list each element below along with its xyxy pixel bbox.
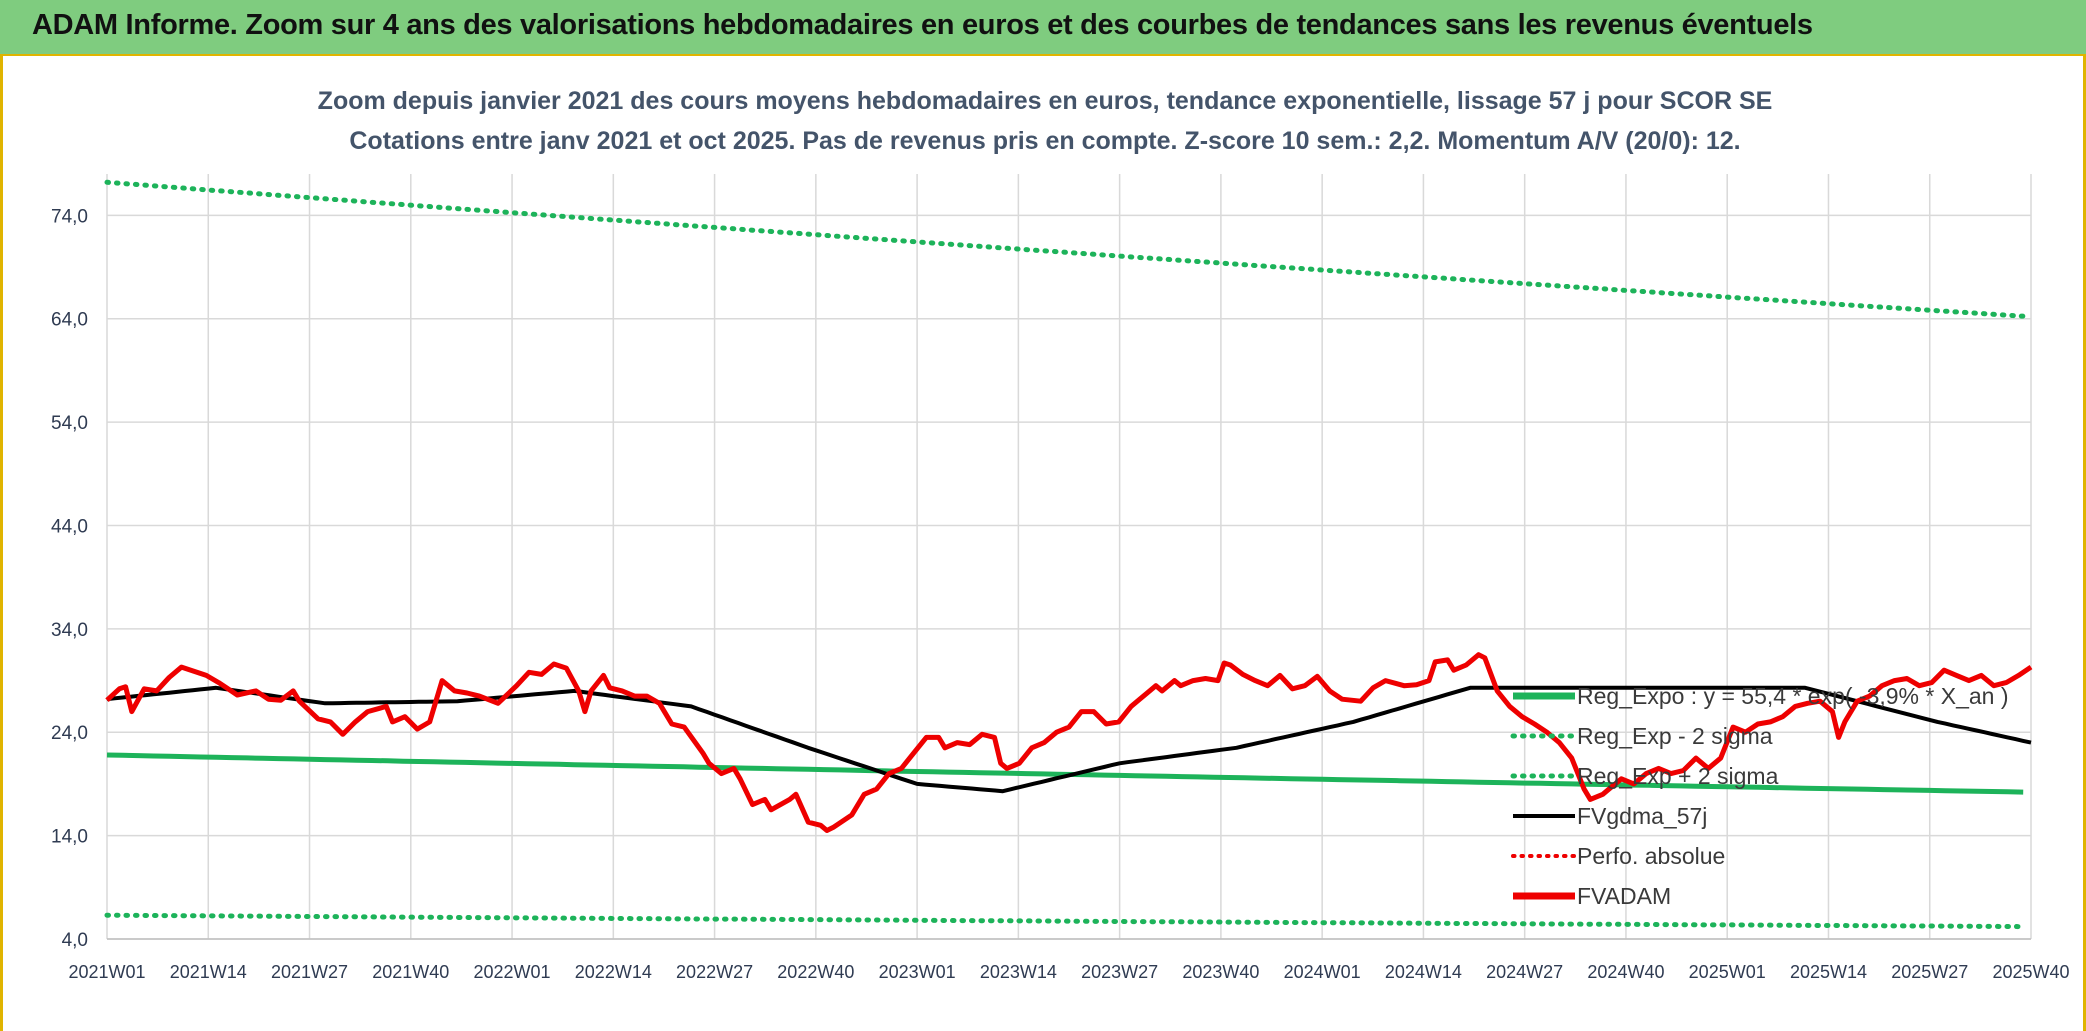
legend-label: Reg_Exp - 2 sigma <box>1577 723 1773 749</box>
y-tick-label: 54,0 <box>51 413 88 434</box>
x-tick-label: 2025W27 <box>1891 962 1968 982</box>
x-tick-label: 2021W27 <box>271 962 348 982</box>
page-title: ADAM Informe. Zoom sur 4 ans des valoris… <box>32 9 1813 41</box>
y-tick-label: 24,0 <box>51 723 88 744</box>
x-tick-label: 2024W40 <box>1587 962 1664 982</box>
y-tick-label: 64,0 <box>51 310 88 331</box>
x-tick-label: 2023W27 <box>1081 962 1158 982</box>
y-tick-label: 34,0 <box>51 620 88 641</box>
x-tick-label: 2022W14 <box>575 962 652 982</box>
y-tick-label: 74,0 <box>51 206 88 227</box>
x-tick-label: 2024W01 <box>1284 962 1361 982</box>
legend-label: FVADAM <box>1577 883 1671 909</box>
x-tick-label: 2022W27 <box>676 962 753 982</box>
legend-label: Perfo. absolue <box>1577 843 1725 869</box>
y-tick-label: 14,0 <box>51 827 88 848</box>
x-tick-label: 2023W14 <box>980 962 1057 982</box>
x-tick-label: 2024W14 <box>1385 962 1462 982</box>
legend-label: FVgdma_57j <box>1577 803 1707 829</box>
x-tick-label: 2025W01 <box>1689 962 1766 982</box>
chart-title: Zoom depuis janvier 2021 des cours moyen… <box>318 87 1773 115</box>
x-tick-label: 2022W40 <box>777 962 854 982</box>
chart-subtitle: Cotations entre janv 2021 et oct 2025. P… <box>349 127 1740 155</box>
legend-label: Reg_Expo : y = 55,4 * exp( -3,9% * X_an … <box>1577 683 2009 709</box>
x-tick-label: 2024W27 <box>1486 962 1563 982</box>
x-tick-label: 2021W01 <box>68 962 145 982</box>
series-line-reg-exp-1 <box>104 912 2026 930</box>
x-tick-label: 2021W40 <box>372 962 449 982</box>
chart-frame: Zoom depuis janvier 2021 des cours moyen… <box>0 56 2086 1031</box>
legend-label: Reg_Exp + 2 sigma <box>1577 763 1779 789</box>
y-tick-label: 4,0 <box>62 930 88 951</box>
x-tick-label: 2022W01 <box>474 962 551 982</box>
header-banner: ADAM Informe. Zoom sur 4 ans des valoris… <box>0 0 2086 56</box>
x-tick-label: 2025W40 <box>1992 962 2069 982</box>
y-tick-label: 44,0 <box>51 516 88 537</box>
x-tick-label: 2023W01 <box>879 962 956 982</box>
series-line-fvgdma-57j-3 <box>106 685 2032 794</box>
series-line-reg-exp-2 <box>104 179 2026 319</box>
chart: Zoom depuis janvier 2021 des cours moyen… <box>51 87 2070 982</box>
series-line-fvadam-5 <box>105 652 2033 833</box>
x-tick-label: 2023W40 <box>1182 962 1259 982</box>
x-tick-label: 2021W14 <box>170 962 247 982</box>
x-tick-label: 2025W14 <box>1790 962 1867 982</box>
